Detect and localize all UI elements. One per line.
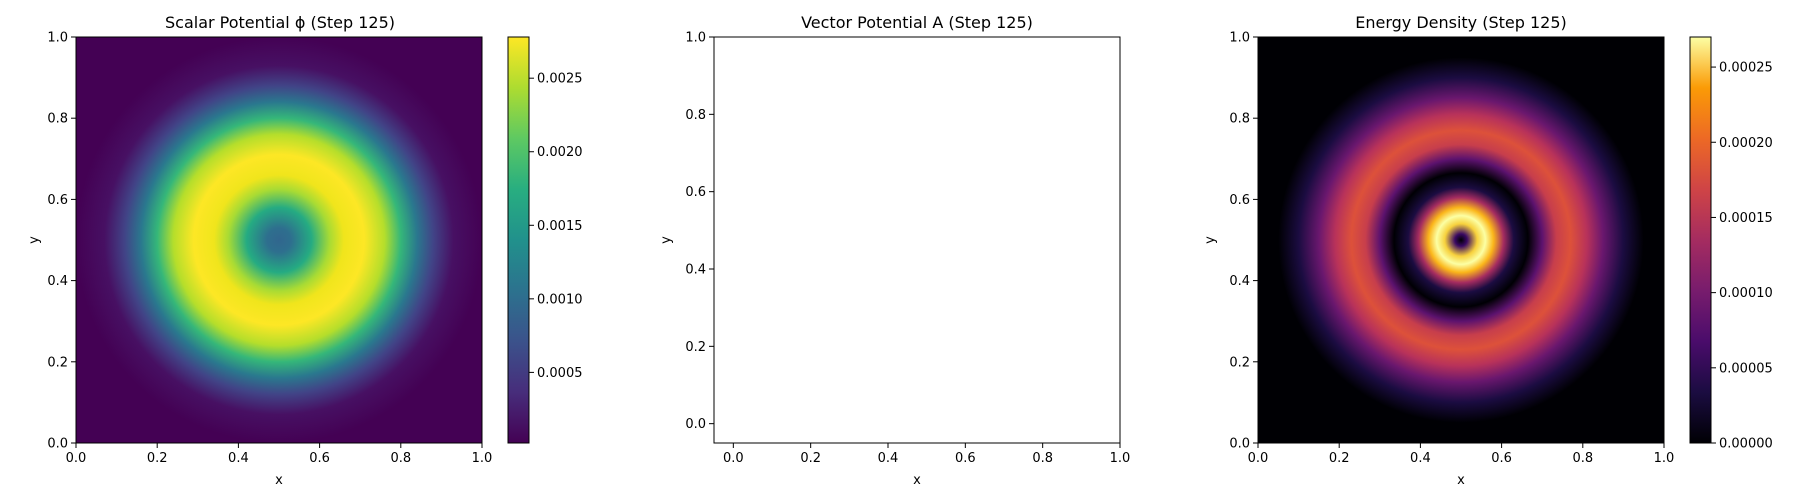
scalar-x-ticks: 0.0 0.2 0.4 0.6 0.8 1.0 [66,443,493,466]
y-tick-label: 0.6 [47,193,68,208]
energy-axes-frame [1257,36,1665,444]
energy-colorbar [1690,37,1711,443]
scalar-colorbar-ticks: 0.0005 0.0010 0.0015 0.0020 0.0025 [529,72,583,381]
energy-heatmap [1258,37,1664,443]
scalar-y-label: y [27,236,42,244]
scalar-x-label: x [275,473,283,488]
y-tick-label: 0.2 [1229,355,1250,370]
colorbar-tick-label: 0.00020 [1719,136,1773,151]
colorbar-tick-label: 0.0025 [537,72,583,87]
y-tick-label: 0.0 [1229,437,1250,452]
x-tick-label: 0.6 [1491,451,1512,466]
scalar-potential-panel: Scalar Potential ϕ (Step 125) 0.0 0.2 0.4 0… [27,13,583,488]
vector-x-label: x [913,473,921,488]
x-tick-label: 0.8 [1572,451,1593,466]
scalar-colorbar [508,37,529,443]
energy-title: Energy Density (Step 125) [1355,13,1567,32]
x-tick-label: 0.4 [228,451,249,466]
y-tick-label: 0.8 [685,108,706,123]
colorbar-tick-label: 0.0010 [537,292,583,307]
vector-potential-panel: Vector Potential A (Step 125) 0.0 0.2 0.4 0… [659,13,1130,488]
scalar-heatmap [76,37,482,443]
y-tick-label: 0.6 [685,185,706,200]
x-tick-label: 0.2 [1329,451,1350,466]
energy-colorbar-frame [1689,36,1712,444]
x-tick-label: 1.0 [1110,451,1131,466]
y-tick-label: 0.4 [685,263,706,278]
scalar-colorbar-frame [507,36,530,444]
y-tick-label: 0.8 [47,112,68,127]
x-tick-label: 0.8 [1032,451,1053,466]
y-tick-label: 0.2 [685,340,706,355]
x-tick-label: 1.0 [1654,451,1675,466]
scalar-axes-frame [75,36,483,444]
x-tick-label: 0.0 [723,451,744,466]
colorbar-tick-label: 0.00025 [1719,61,1773,76]
energy-density-panel: Energy Density (Step 125) 0.0 0.2 0.4 0.6 0.… [1203,13,1773,488]
x-tick-label: 0.2 [800,451,821,466]
x-tick-label: 0.6 [309,451,330,466]
y-tick-label: 1.0 [1229,31,1250,46]
x-tick-label: 1.0 [472,451,493,466]
colorbar-tick-label: 0.0020 [537,145,583,160]
x-tick-label: 0.4 [878,451,899,466]
colorbar-tick-label: 0.0005 [537,366,583,381]
vector-x-ticks: 0.0 0.2 0.4 0.6 0.8 1.0 [723,443,1130,466]
scalar-title: Scalar Potential ϕ (Step 125) [165,13,395,32]
vector-title: Vector Potential A (Step 125) [801,13,1033,32]
scalar-y-ticks: 0.0 0.2 0.4 0.6 0.8 1.0 [47,31,76,452]
colorbar-tick-label: 0.0015 [537,219,583,234]
energy-colorbar-ticks: 0.00000 0.00005 0.00010 0.00015 0.00020 0.000… [1711,61,1773,452]
y-tick-label: 0.0 [685,417,706,432]
x-tick-label: 0.0 [66,451,87,466]
y-tick-label: 0.4 [47,274,68,289]
y-tick-label: 0.2 [47,355,68,370]
vector-y-label: y [659,236,674,244]
energy-y-label: y [1203,236,1218,244]
y-tick-label: 1.0 [47,31,68,46]
colorbar-tick-label: 0.00010 [1719,286,1773,301]
y-tick-label: 1.0 [685,31,706,46]
x-tick-label: 0.4 [1410,451,1431,466]
y-tick-label: 0.8 [1229,112,1250,127]
x-tick-label: 0.2 [147,451,168,466]
vector-y-ticks: 0.0 0.2 0.4 0.6 0.8 1.0 [685,31,714,432]
energy-x-label: x [1457,473,1465,488]
energy-y-ticks: 0.0 0.2 0.4 0.6 0.8 1.0 [1229,31,1258,452]
energy-x-ticks: 0.0 0.2 0.4 0.6 0.8 1.0 [1248,443,1675,466]
colorbar-tick-label: 0.00000 [1719,437,1773,452]
x-tick-label: 0.6 [955,451,976,466]
vector-axes-frame [713,36,1121,444]
y-tick-label: 0.0 [47,437,68,452]
y-tick-label: 0.6 [1229,193,1250,208]
colorbar-tick-label: 0.00005 [1719,361,1773,376]
x-tick-label: 0.8 [390,451,411,466]
x-tick-label: 0.0 [1248,451,1269,466]
y-tick-label: 0.4 [1229,274,1250,289]
colorbar-tick-label: 0.00015 [1719,211,1773,226]
